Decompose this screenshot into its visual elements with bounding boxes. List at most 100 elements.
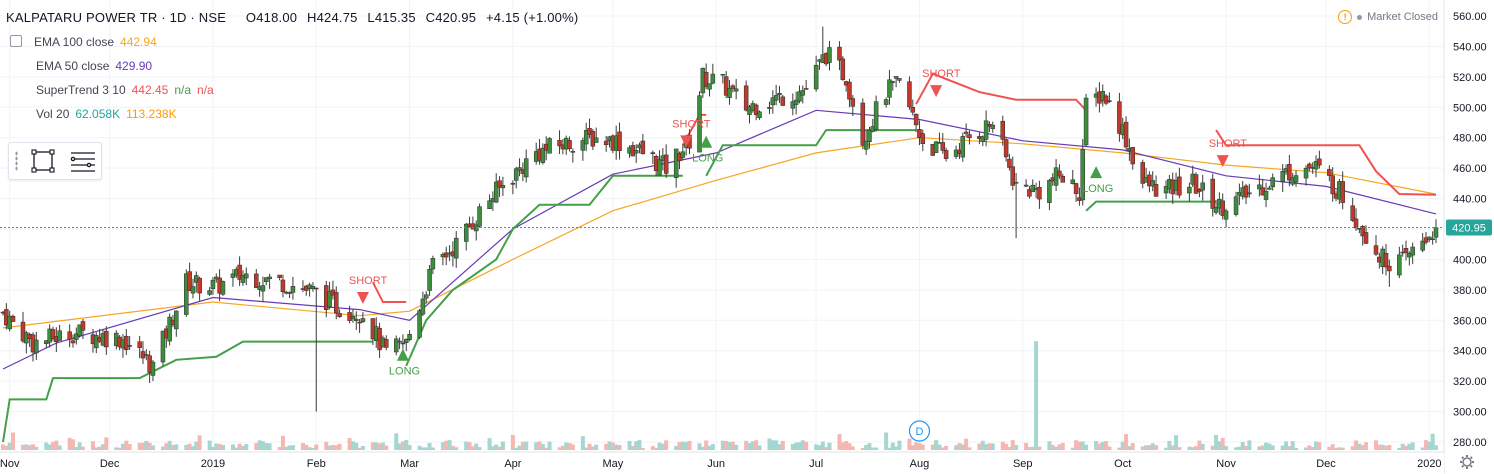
volume-bar [1177, 447, 1182, 450]
rectangle-icon[interactable] [31, 149, 55, 173]
volume-bar [840, 442, 845, 450]
volume-bar [464, 441, 469, 450]
market-status[interactable]: ! Market Closed [1338, 10, 1438, 24]
volume-bar [57, 445, 62, 450]
volume-bar [1264, 442, 1269, 450]
candle [897, 78, 902, 81]
volume-bar [117, 447, 122, 450]
volume-bar [404, 440, 409, 450]
drawing-toolbox[interactable] [8, 142, 102, 180]
candle [517, 167, 522, 171]
settings-icon[interactable] [1460, 455, 1474, 469]
dividend-marker[interactable]: D [908, 420, 931, 442]
candle [420, 298, 426, 315]
volume-bar [330, 444, 335, 450]
volume-bar [724, 440, 729, 450]
candle [593, 137, 599, 143]
ema50-line [2, 109, 1437, 370]
candle [423, 294, 429, 299]
indicator-volume[interactable]: Vol 20 62.058K 113.238K [6, 102, 578, 126]
candle [463, 223, 469, 242]
volume-bar [727, 442, 732, 450]
candle [547, 138, 552, 154]
volume-bar [1427, 441, 1432, 450]
indicator-value: 113.238K [126, 107, 177, 121]
candle [1410, 246, 1415, 256]
y-tick-label-11: 340.00 [1453, 346, 1487, 358]
candle [557, 140, 562, 147]
volume-bar [1434, 445, 1438, 450]
volume-bar [957, 443, 962, 450]
volume-bar [147, 442, 152, 450]
volume-bar [860, 447, 865, 450]
volume-bar [4, 445, 9, 450]
candle [1430, 238, 1435, 241]
supertrend-segment-7 [1215, 129, 1437, 196]
candle [800, 90, 806, 96]
volume-bar [1107, 446, 1112, 450]
volume-bar [1350, 446, 1355, 450]
volume-bar [594, 444, 599, 450]
volume-bar [710, 444, 715, 450]
volume-bar [300, 443, 305, 450]
candle [237, 264, 242, 280]
volume-bar [167, 440, 172, 450]
candle [1270, 177, 1275, 188]
candle [1303, 167, 1309, 179]
volume-bar [954, 445, 959, 450]
indicator-label: EMA 50 close [36, 59, 110, 73]
volume-bar [517, 445, 522, 450]
candle [513, 168, 519, 181]
volume-bar [634, 441, 639, 450]
volume-bar [1, 444, 5, 450]
volume-bar [867, 443, 872, 450]
x-tick-label-1: Dec [100, 458, 120, 470]
candle [453, 237, 459, 259]
collapse-icon[interactable] [10, 35, 22, 47]
indicator-supertrend[interactable]: SuperTrend 3 10 442.45 n/a n/a [6, 78, 578, 102]
candle [1397, 254, 1402, 276]
candle [487, 200, 492, 209]
y-tick-label-2: 520.00 [1453, 72, 1487, 84]
volume-bar [734, 444, 739, 450]
signal-arrow-down [930, 85, 943, 98]
symbol-title[interactable]: KALPATARU POWER TR · 1D · NSE [6, 10, 227, 25]
volume-bar [50, 442, 55, 450]
volume-bar [1224, 446, 1229, 450]
menu-lines-icon[interactable] [70, 152, 95, 172]
volume-bar [584, 447, 589, 450]
candle [850, 98, 856, 107]
candle [680, 151, 686, 158]
candle [603, 140, 609, 146]
candle [1330, 175, 1335, 195]
volume-bar [370, 442, 375, 450]
volume-bar [1210, 445, 1215, 450]
candle [50, 329, 56, 340]
candle [983, 120, 989, 140]
price-axis[interactable]: 560.00 540.00 520.00 500.00 480.00 460.00 440.… [1453, 11, 1487, 449]
candle [244, 273, 249, 279]
indicator-ema50[interactable]: EMA 50 close 429.90 [6, 54, 578, 78]
volume-bar [780, 440, 785, 450]
time-axis[interactable]: Nov Dec 2019 Feb Mar Apr May Jun Jul Aug Sep Oct Nov… [0, 458, 1442, 470]
candle [780, 96, 786, 106]
signal-label: SHORT [672, 118, 711, 130]
volume-bar [650, 446, 655, 450]
drag-handle-icon[interactable] [15, 151, 18, 171]
x-tick-label-11: Oct [1114, 458, 1131, 470]
candle [1037, 187, 1042, 200]
indicator-ema100[interactable]: EMA 100 close 442.94 [6, 30, 578, 54]
warning-icon[interactable]: ! [1338, 10, 1353, 24]
volume-bar [1097, 443, 1102, 450]
candle [327, 291, 332, 308]
volume-bar [334, 445, 339, 450]
volume-bar [1284, 441, 1289, 450]
candle [1420, 240, 1425, 251]
candle [703, 71, 709, 87]
close-value: 420.95 [435, 10, 477, 25]
volume-bar [1060, 442, 1065, 450]
volume-bar [897, 440, 902, 450]
volume-bar [354, 442, 359, 450]
volume-bar [1397, 447, 1402, 450]
